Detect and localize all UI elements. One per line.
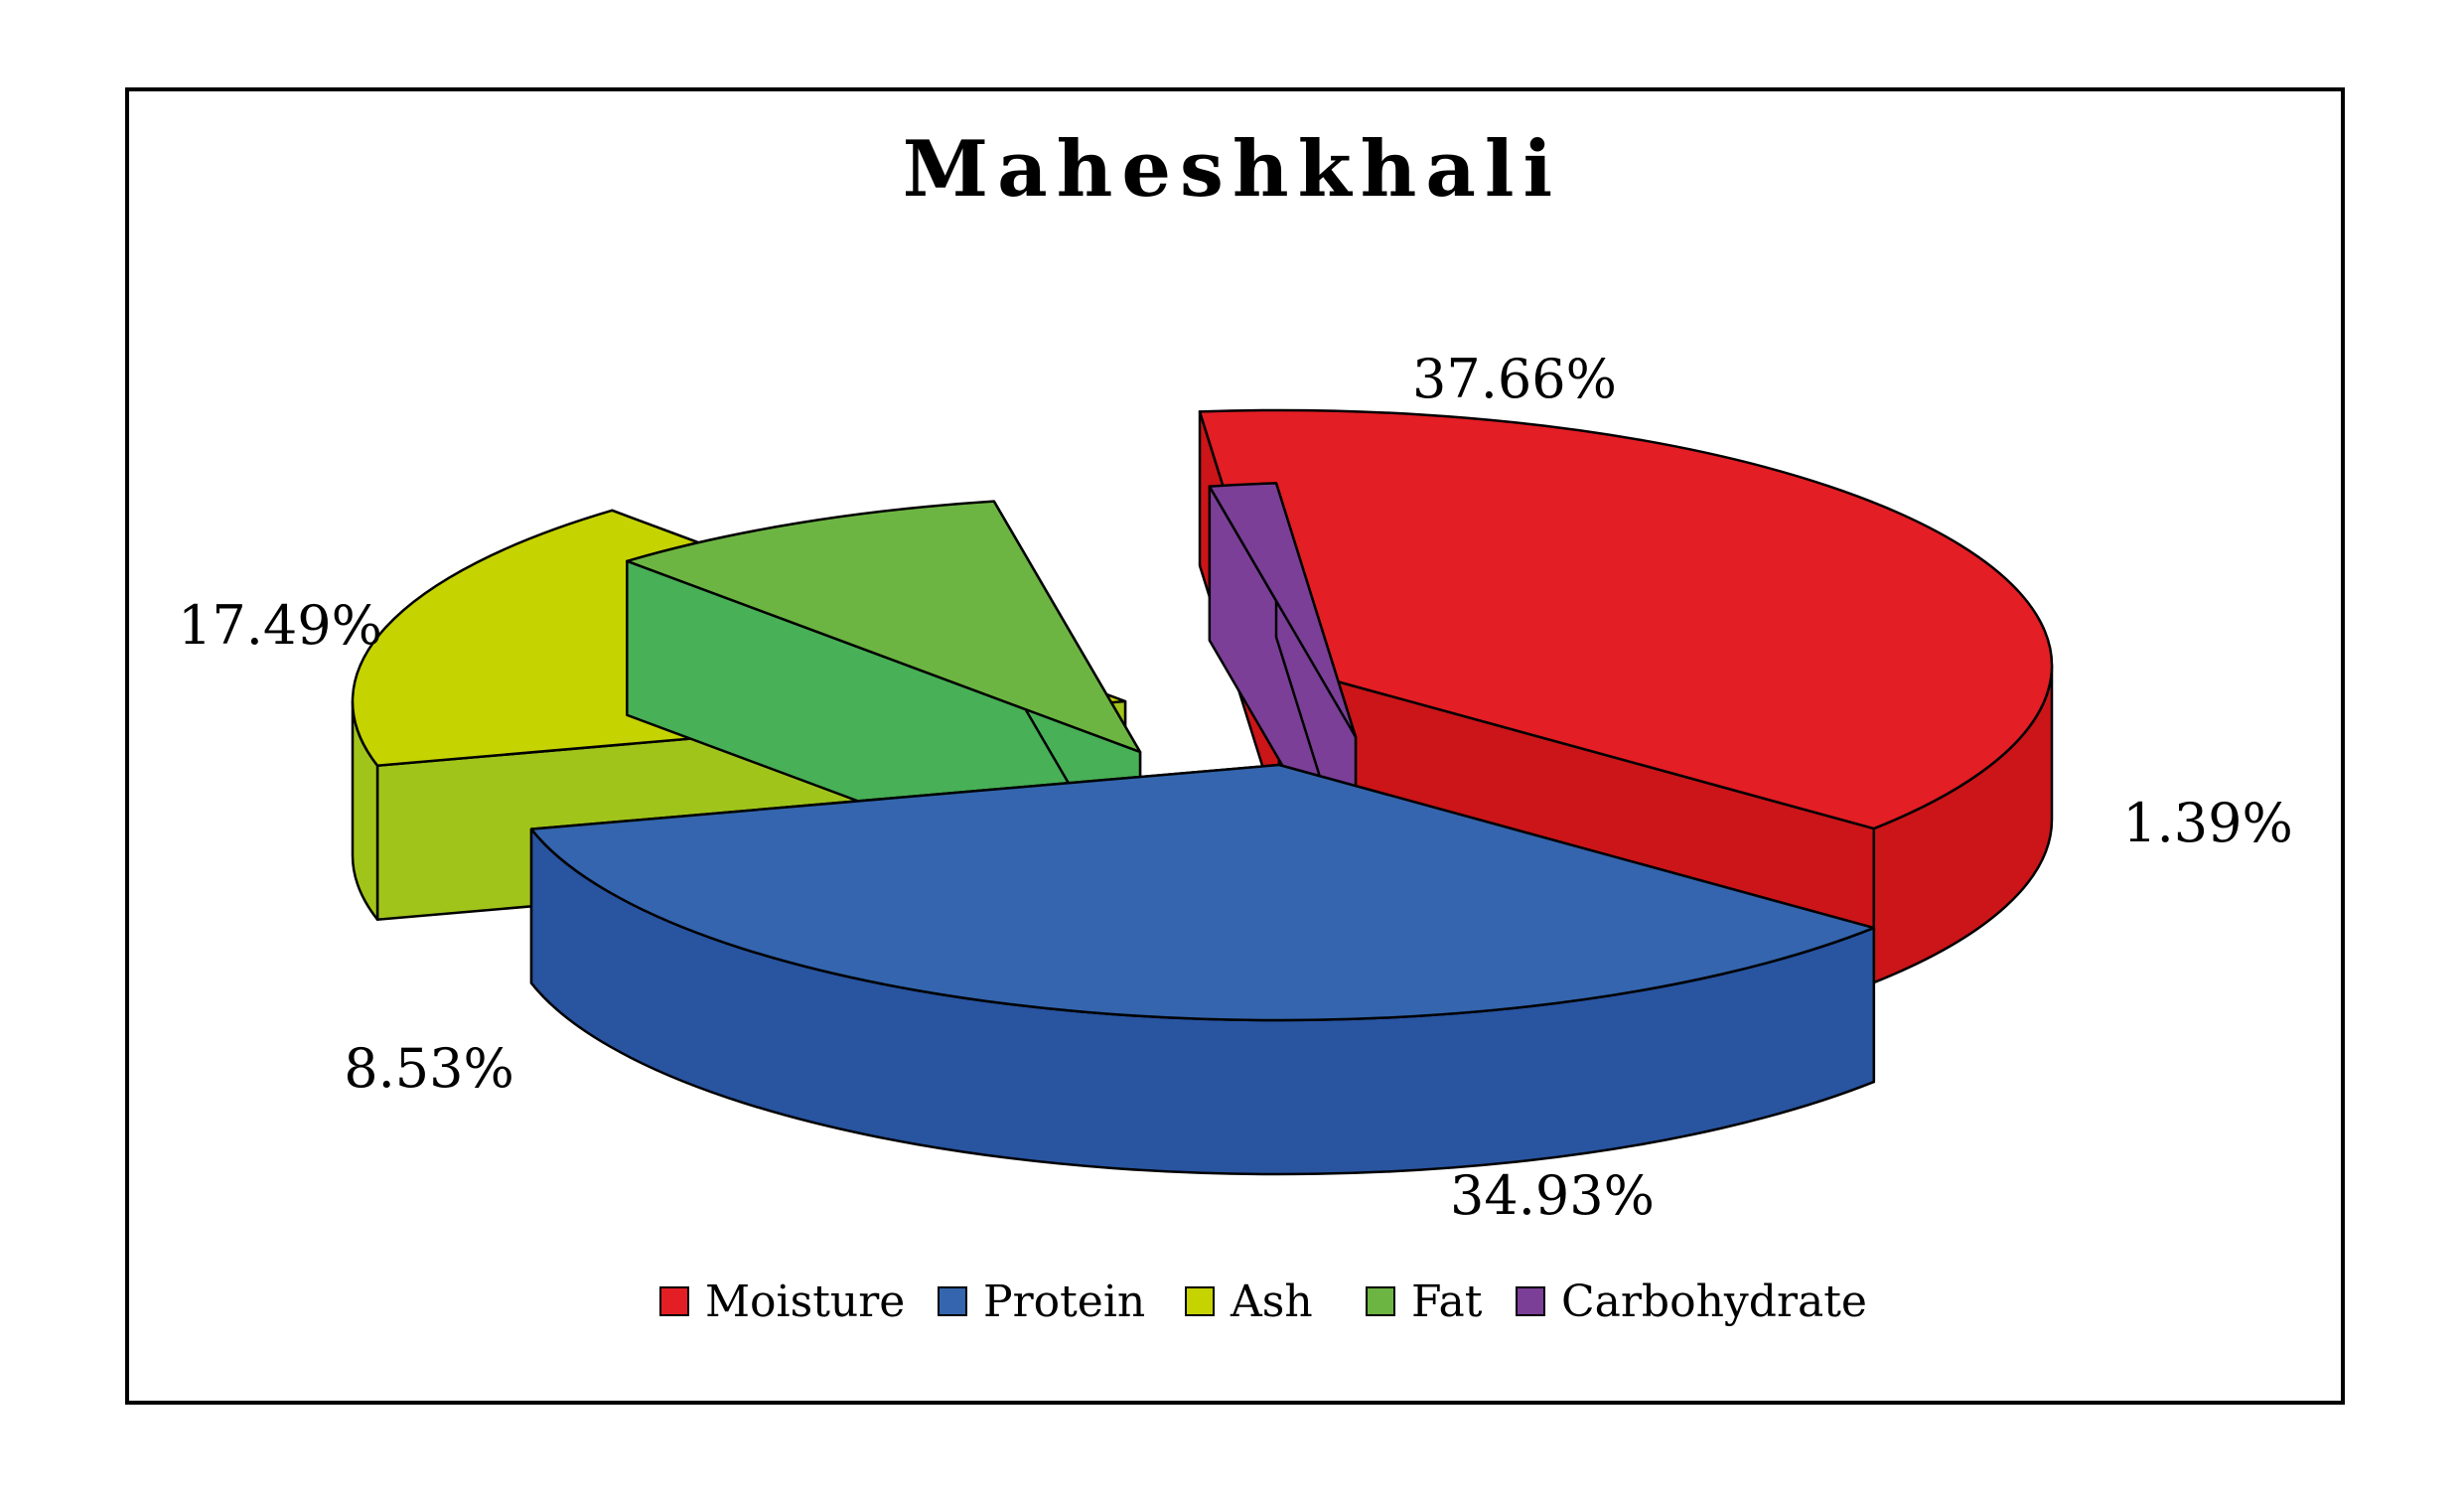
legend-item-protein: Protein [938,1272,1145,1331]
legend-label: Carbohydrate [1561,1276,1867,1327]
legend-swatch [938,1286,967,1316]
data-label-carbohydrate: 1.39% [2122,792,2293,854]
slice-protein [529,763,1876,1176]
legend-swatch [1185,1286,1215,1316]
legend-label: Fat [1411,1276,1483,1327]
data-label-protein: 34.93% [1450,1164,1655,1227]
legend-swatch [659,1286,689,1316]
slice-protein-top [529,763,1876,1022]
slice-fat-top [626,500,1142,754]
legend-label: Ash [1231,1276,1313,1327]
legend-swatch [1516,1286,1545,1316]
data-label-fat: 8.53% [344,1037,514,1100]
legend-item-carbohydrate: Carbohydrate [1516,1272,1867,1331]
data-label-ash: 17.49% [178,594,382,657]
slice-moisture-top [1198,408,2054,830]
legend-item-moisture: Moisture [659,1272,905,1331]
data-label-moisture: 37.66% [1412,348,1617,410]
legend-label: Moisture [705,1276,906,1327]
legend-item-ash: Ash [1185,1272,1313,1331]
legend: Moisture Protein Ash Fat Carbohydrate [0,1272,2464,1331]
legend-item-fat: Fat [1366,1272,1482,1331]
chart-title: Maheshkhali [902,124,1562,215]
legend-label: Protein [983,1276,1146,1327]
legend-swatch [1366,1286,1395,1316]
slice-carbohydrate-top [1208,482,1358,739]
